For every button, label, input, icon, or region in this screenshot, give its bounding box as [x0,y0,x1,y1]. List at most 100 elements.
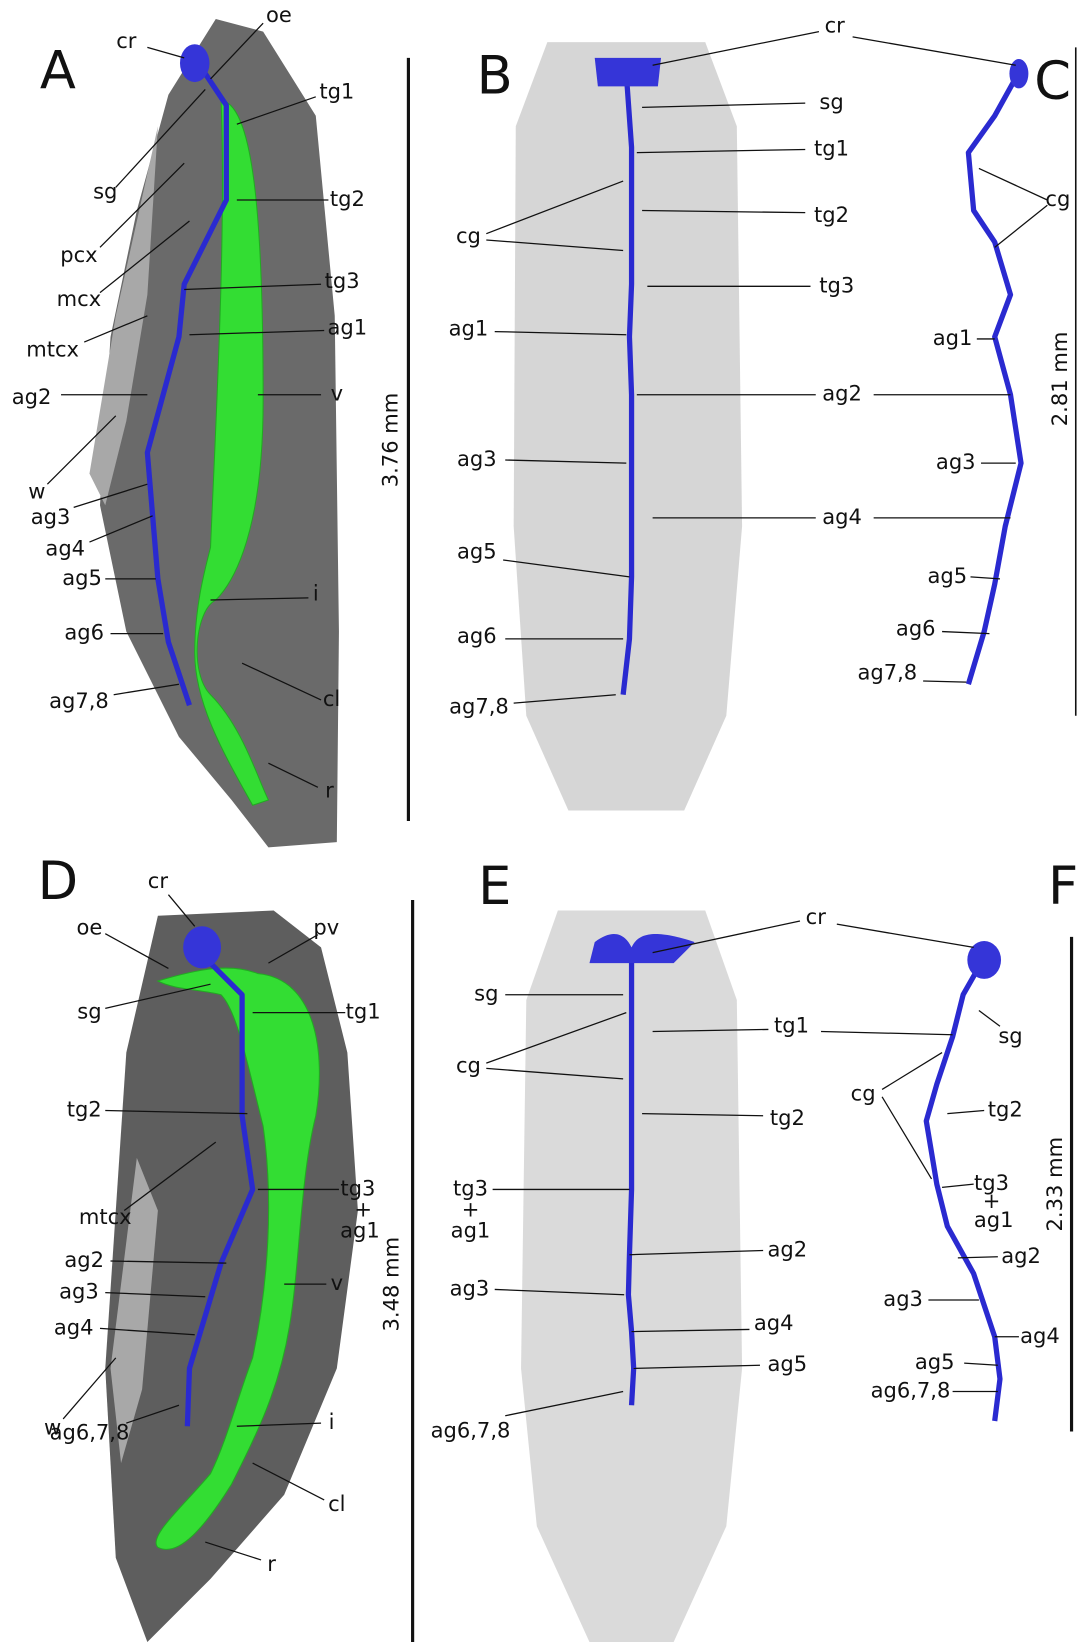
ganglion [179,44,210,83]
leader-line [73,483,148,508]
structure-label: ag2 [12,384,52,409]
structure-label: cg [456,1052,481,1077]
structure-label: ag2 [64,1247,104,1272]
structure-label: ag5 [62,565,102,590]
leader-line [83,315,148,343]
nerve-cord [625,952,637,1406]
nerve-cord [923,956,1003,1422]
leader-line [99,220,190,294]
structure-label: r [325,778,334,803]
structure-label: ag1 [933,325,973,350]
leader-line [642,1113,764,1117]
structure-label: ag1 [451,1218,491,1243]
leader-line [105,983,211,1010]
leader-line [184,283,322,291]
leader-line [505,459,627,464]
scale-bar-label: 3.48 mm [379,1237,404,1332]
leader-line [994,204,1048,248]
structure-label: ag6 [64,620,104,645]
leader-line [494,1288,625,1296]
ganglion [1009,58,1029,89]
specimen-body [513,42,743,811]
panel-letter: A [40,40,76,101]
structure-label: tg3 [974,1170,1009,1195]
leader-line [942,630,990,635]
scale-bar-label: 2.81 mm [1047,332,1072,427]
structure-label: sg [93,179,117,204]
leader-line [652,920,801,954]
specimen-body [521,910,743,1643]
ganglion [967,941,1002,979]
leader-line [105,1109,248,1115]
leader-line [147,46,185,59]
structure-label: ag7,8 [857,660,917,685]
structure-label: tg2 [770,1105,805,1130]
leader-line [486,1012,627,1064]
wing [89,126,158,506]
structure-label: tg3 [325,268,360,293]
structure-label: i [329,1409,335,1434]
structure-label: ag2 [822,381,862,406]
structure-label: w [28,479,45,504]
leader-line [115,89,206,188]
structure-label: sg [998,1023,1022,1048]
leader-line [494,330,627,336]
structure-label: ag6,7,8 [431,1418,511,1443]
leader-line [964,1362,998,1366]
structure-label: ag6 [457,623,497,648]
structure-label: pcx [60,242,97,267]
structure-label: ag1 [974,1207,1014,1232]
figure-content: A 3.76 mm cr oe tg1 sg tg2 pcx mcx tg3 mtcx ag1 ag2 v… [12,2,1078,1643]
structure-label: cr [825,12,846,37]
structure-label: tg1 [346,999,381,1024]
structure-label: ag3 [59,1279,99,1304]
structure-label: ag4 [45,535,85,560]
leader-line [486,180,624,235]
leader-line [636,148,806,154]
scale-bar-label: 3.76 mm [378,393,403,488]
structure-label: oe [77,914,103,939]
leader-line [99,162,185,248]
structure-label: sg [819,89,843,114]
structure-label: tg2 [814,202,849,227]
leader-line [268,762,319,788]
structure-label: ag6 [896,615,936,640]
structure-label: cl [328,1491,345,1516]
leader-line [513,694,616,704]
leader-line [642,209,806,214]
leader-line [110,1260,227,1264]
leader-line [505,1390,624,1417]
structure-label: ag7,8 [449,693,509,718]
structure-label: cr [148,868,169,893]
leader-line [881,1052,943,1090]
structure-label: ag2 [1001,1243,1041,1268]
structure-label: r [267,1551,276,1576]
leader-line [123,1141,217,1211]
nerve-cord [144,56,229,707]
structure-label: mcx [57,286,102,311]
leader-line [189,329,325,336]
nerve-cord [184,950,256,1427]
nerve-cord [965,67,1024,685]
structure-label: tg1 [319,79,354,104]
leader-line [167,894,196,927]
structure-label: ag3 [883,1286,923,1311]
structure-label: pv [313,914,339,939]
ganglion [594,57,662,87]
ganglion [589,934,695,964]
leader-line [836,923,974,948]
structure-label: v [331,381,343,406]
leader-line [881,1096,933,1180]
leader-line [62,1357,117,1420]
leader-line [268,934,319,964]
leader-line [89,515,153,543]
leader-line [978,167,1048,201]
structure-label: ag5 [457,539,497,564]
structure-label: + [354,1196,372,1221]
structure-label: ag3 [31,504,71,529]
structure-label: ag6,7,8 [50,1420,130,1445]
structure-label: i [313,581,319,606]
structure-label: cl [323,686,340,711]
